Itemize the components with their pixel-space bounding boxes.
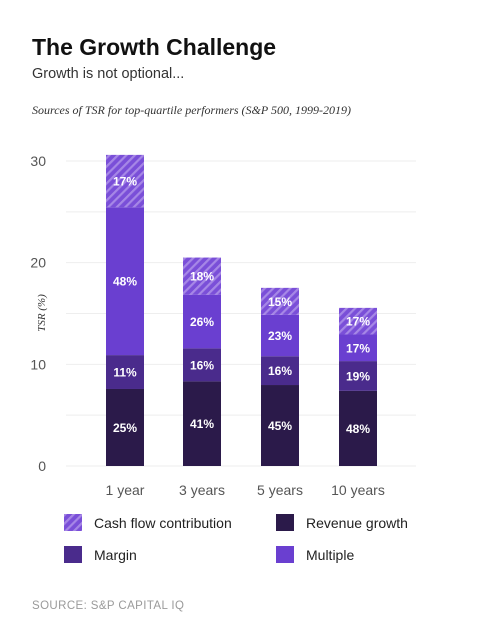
bar-segment-multiple xyxy=(106,207,144,356)
data-label: 17% xyxy=(346,315,370,329)
bar-segment-cash-flow xyxy=(106,154,144,208)
chart-caption: Sources of TSR for top-quartile performe… xyxy=(32,103,351,117)
y-tick-label: 20 xyxy=(30,255,46,271)
data-label: 18% xyxy=(190,270,214,284)
data-label: 25% xyxy=(113,421,137,435)
bar-segment-cash-flow xyxy=(183,257,221,295)
chart-subtitle: Growth is not optional... xyxy=(32,66,185,82)
bar-segment-multiple xyxy=(261,314,299,357)
bar-segment-cash-flow xyxy=(261,287,299,315)
bar-segment-margin xyxy=(183,348,221,382)
x-tick-label: 10 years xyxy=(331,482,385,498)
bar-segment-revenue-growth xyxy=(261,385,299,466)
data-label: 23% xyxy=(268,329,292,343)
stacked-bar-chart: 0 10 20 30 TSR (%) 25% 11% 48% 17% 41% 16% 26% 18%… xyxy=(30,153,416,498)
x-tick-label: 1 year xyxy=(106,482,145,498)
bars: 25% 11% 48% 17% 41% 16% 26% 18% 45% 16% 23% 15% 48% 1… xyxy=(106,154,377,466)
bar-segment-multiple xyxy=(183,294,221,349)
bar-segment-cash-flow xyxy=(339,307,377,335)
data-label: 17% xyxy=(346,341,370,355)
legend-item-multiple: Multiple xyxy=(276,546,354,563)
bar-segment-margin xyxy=(106,355,144,389)
data-label: 26% xyxy=(190,315,214,329)
legend-item-cash-flow: Cash flow contribution xyxy=(64,514,232,531)
legend-swatch-margin xyxy=(64,546,82,563)
data-label: 45% xyxy=(268,419,292,433)
y-tick-label: 0 xyxy=(38,458,46,474)
bar-segment-revenue-growth xyxy=(106,388,144,466)
data-label: 15% xyxy=(268,295,292,309)
y-axis-label: TSR (%) xyxy=(36,294,48,332)
x-tick-label: 3 years xyxy=(179,482,225,498)
bar-segment-margin xyxy=(339,361,377,391)
data-label: 41% xyxy=(190,417,214,431)
legend-label-cash-flow: Cash flow contribution xyxy=(94,514,232,531)
legend: Cash flow contribution Revenue growth Ma… xyxy=(64,514,444,574)
data-label: 19% xyxy=(346,369,370,383)
legend-label-margin: Margin xyxy=(94,546,137,563)
data-label: 16% xyxy=(268,364,292,378)
y-tick-label: 10 xyxy=(30,356,46,372)
legend-swatch-cash-flow xyxy=(64,514,82,531)
data-label: 11% xyxy=(113,366,137,380)
bar-segment-revenue-growth xyxy=(183,381,221,466)
y-axis-ticks: 0 10 20 30 xyxy=(30,153,46,474)
data-label: 48% xyxy=(346,422,370,436)
y-tick-label: 30 xyxy=(30,153,46,169)
x-tick-label: 5 years xyxy=(257,482,303,498)
bar-segment-multiple xyxy=(339,334,377,362)
source-note: SOURCE: S&P CAPITAL IQ xyxy=(32,600,185,612)
legend-item-revenue-growth: Revenue growth xyxy=(276,514,408,531)
x-axis-ticks: 1 year 3 years 5 years 10 years xyxy=(106,482,385,498)
legend-swatch-multiple xyxy=(276,546,294,563)
legend-item-margin: Margin xyxy=(64,546,137,563)
data-label: 48% xyxy=(113,275,137,289)
legend-label-revenue-growth: Revenue growth xyxy=(306,514,408,531)
legend-label-multiple: Multiple xyxy=(306,546,355,563)
bar-segment-margin xyxy=(261,356,299,386)
data-label: 16% xyxy=(190,358,214,372)
chart-title: The Growth Challenge xyxy=(32,34,277,60)
bar-segment-revenue-growth xyxy=(339,390,377,466)
data-label: 17% xyxy=(113,175,137,189)
legend-swatch-revenue-growth xyxy=(276,514,294,531)
